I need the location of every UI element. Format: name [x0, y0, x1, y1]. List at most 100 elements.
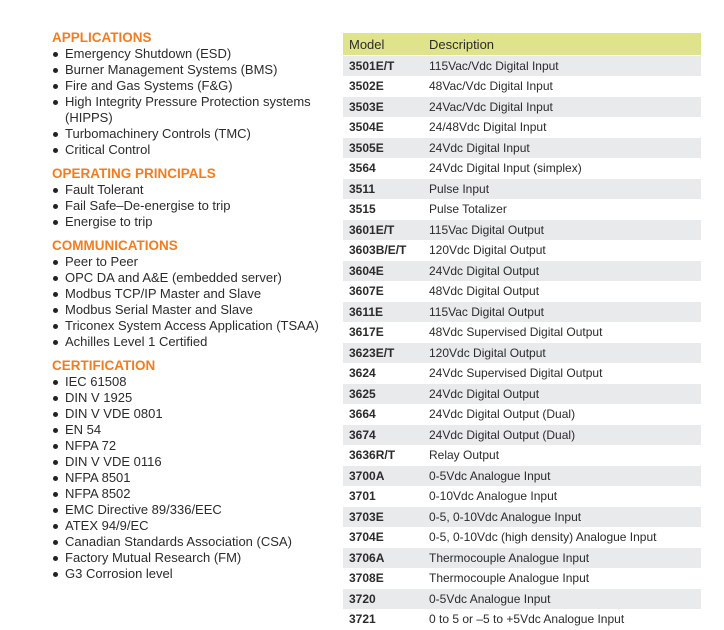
- description-cell: 24/48Vdc Digital Input: [423, 116, 701, 138]
- list-item: DIN V 1925: [52, 390, 342, 406]
- model-cell: 3511: [343, 178, 423, 199]
- model-cell: 3701: [343, 485, 423, 507]
- model-cell: 3700A: [343, 465, 423, 486]
- description-cell: 120Vdc Digital Output: [423, 239, 701, 261]
- section-certification: CERTIFICATION IEC 61508 DIN V 1925 DIN V VD…: [52, 358, 342, 582]
- model-cell: 3721: [343, 608, 423, 629]
- list-item: Energise to trip: [52, 214, 342, 230]
- table-row: 3708E Thermocouple Analogue Input: [343, 567, 701, 589]
- list-item: Modbus Serial Master and Slave: [52, 302, 342, 318]
- description-cell: 120Vdc Digital Output: [423, 342, 701, 363]
- bullet-list: IEC 61508 DIN V 1925 DIN V VDE 0801 EN 54 NF…: [52, 374, 342, 582]
- list-item: Factory Mutual Research (FM): [52, 550, 342, 566]
- table-row: 3611E 115Vac Digital Output: [343, 301, 701, 322]
- header-model: Model: [343, 33, 423, 56]
- table-row: 3721 0 to 5 or –5 to +5Vdc Analogue Input: [343, 608, 701, 629]
- table-row: 3701 0-10Vdc Analogue Input: [343, 485, 701, 507]
- table-header: Model Description: [343, 33, 701, 56]
- model-cell: 3502E: [343, 75, 423, 97]
- description-cell: 24Vdc Digital Output (Dual): [423, 403, 701, 425]
- table-row: 3503E 24Vac/Vdc Digital Input: [343, 96, 701, 117]
- bullet-list: Peer to Peer OPC DA and A&E (embedded ser…: [52, 254, 342, 350]
- list-item: Modbus TCP/IP Master and Slave: [52, 286, 342, 302]
- table-row: 3623E/T 120Vdc Digital Output: [343, 342, 701, 363]
- list-item: NFPA 8501: [52, 470, 342, 486]
- model-cell: 3505E: [343, 137, 423, 158]
- list-item: DIN V VDE 0116: [52, 454, 342, 470]
- table-row: 3674 24Vdc Digital Output (Dual): [343, 424, 701, 445]
- list-item: NFPA 8502: [52, 486, 342, 502]
- description-cell: 24Vdc Digital Input: [423, 137, 701, 158]
- model-cell: 3664: [343, 403, 423, 425]
- list-item: Triconex System Access Application (TSAA…: [52, 318, 342, 334]
- table-row: 3505E 24Vdc Digital Input: [343, 137, 701, 158]
- model-cell: 3624: [343, 362, 423, 384]
- model-cell: 3708E: [343, 567, 423, 589]
- list-item: Emergency Shutdown (ESD): [52, 46, 342, 62]
- table-row: 3604E 24Vdc Digital Output: [343, 260, 701, 281]
- model-cell: 3607E: [343, 280, 423, 302]
- table-row: 3703E 0-5, 0-10Vdc Analogue Input: [343, 506, 701, 527]
- section-communications: COMMUNICATIONS Peer to Peer OPC DA and A&E…: [52, 238, 342, 350]
- table-row: 3720 0-5Vdc Analogue Input: [343, 588, 701, 609]
- table-row: 3603B/E/T 120Vdc Digital Output: [343, 239, 701, 261]
- description-cell: 0-5Vdc Analogue Input: [423, 588, 701, 609]
- description-cell: 0-5Vdc Analogue Input: [423, 465, 701, 486]
- section-title: APPLICATIONS: [52, 30, 152, 45]
- model-cell: 3515: [343, 198, 423, 220]
- description-cell: 115Vac Digital Output: [423, 301, 701, 322]
- table-row: 3664 24Vdc Digital Output (Dual): [343, 403, 701, 425]
- description-cell: 0-10Vdc Analogue Input: [423, 485, 701, 507]
- model-cell: 3617E: [343, 321, 423, 343]
- model-cell: 3503E: [343, 96, 423, 117]
- description-cell: Thermocouple Analogue Input: [423, 567, 701, 589]
- table-row: 3564 24Vdc Digital Input (simplex): [343, 157, 701, 179]
- table-row: 3501E/T 115Vac/Vdc Digital Input: [343, 55, 701, 76]
- model-cell: 3674: [343, 424, 423, 445]
- features-column: APPLICATIONS Emergency Shutdown (ESD) Burn…: [52, 30, 342, 590]
- header-description: Description: [423, 33, 701, 56]
- description-cell: Pulse Totalizer: [423, 198, 701, 220]
- list-item: Fail Safe–De-energise to trip: [52, 198, 342, 214]
- list-item: OPC DA and A&E (embedded server): [52, 270, 342, 286]
- table-row: 3706A Thermocouple Analogue Input: [343, 547, 701, 568]
- section-applications: APPLICATIONS Emergency Shutdown (ESD) Burn…: [52, 30, 342, 158]
- table-row: 3515 Pulse Totalizer: [343, 198, 701, 220]
- model-cell: 3623E/T: [343, 342, 423, 363]
- list-item: Canadian Standards Association (CSA): [52, 534, 342, 550]
- list-item: NFPA 72: [52, 438, 342, 454]
- description-cell: 48Vdc Supervised Digital Output: [423, 321, 701, 343]
- table-row: 3607E 48Vdc Digital Output: [343, 280, 701, 302]
- description-cell: 24Vdc Digital Output: [423, 260, 701, 281]
- model-cell: 3601E/T: [343, 219, 423, 240]
- section-title: OPERATING PRINCIPALS: [52, 166, 216, 181]
- table-row: 3700A 0-5Vdc Analogue Input: [343, 465, 701, 486]
- description-cell: 24Vac/Vdc Digital Input: [423, 96, 701, 117]
- table-row: 3704E 0-5, 0-10Vdc (high density) Analogu…: [343, 526, 701, 548]
- list-item: EN 54: [52, 422, 342, 438]
- list-item: IEC 61508: [52, 374, 342, 390]
- model-cell: 3704E: [343, 526, 423, 548]
- model-cell: 3504E: [343, 116, 423, 138]
- model-cell: 3564: [343, 157, 423, 179]
- list-item: Peer to Peer: [52, 254, 342, 270]
- description-cell: 115Vac Digital Output: [423, 219, 701, 240]
- model-cell: 3603B/E/T: [343, 239, 423, 261]
- section-title: COMMUNICATIONS: [52, 238, 178, 253]
- list-item: Fire and Gas Systems (F&G): [52, 78, 342, 94]
- description-cell: 48Vdc Digital Output: [423, 280, 701, 302]
- table-row: 3504E 24/48Vdc Digital Input: [343, 116, 701, 138]
- list-item: Burner Management Systems (BMS): [52, 62, 342, 78]
- table-row: 3502E 48Vac/Vdc Digital Input: [343, 75, 701, 97]
- model-cell: 3703E: [343, 506, 423, 527]
- module-table: Model Description 3501E/T 115Vac/Vdc Digi…: [343, 33, 701, 629]
- model-cell: 3611E: [343, 301, 423, 322]
- list-item: High Integrity Pressure Protection syste…: [52, 94, 342, 126]
- description-cell: 115Vac/Vdc Digital Input: [423, 55, 701, 76]
- bullet-list: Emergency Shutdown (ESD) Burner Managemen…: [52, 46, 342, 158]
- list-item: Turbomachinery Controls (TMC): [52, 126, 342, 142]
- model-cell: 3636R/T: [343, 444, 423, 466]
- description-cell: 0 to 5 or –5 to +5Vdc Analogue Input: [423, 608, 701, 629]
- list-item: EMC Directive 89/336/EEC: [52, 502, 342, 518]
- list-item: DIN V VDE 0801: [52, 406, 342, 422]
